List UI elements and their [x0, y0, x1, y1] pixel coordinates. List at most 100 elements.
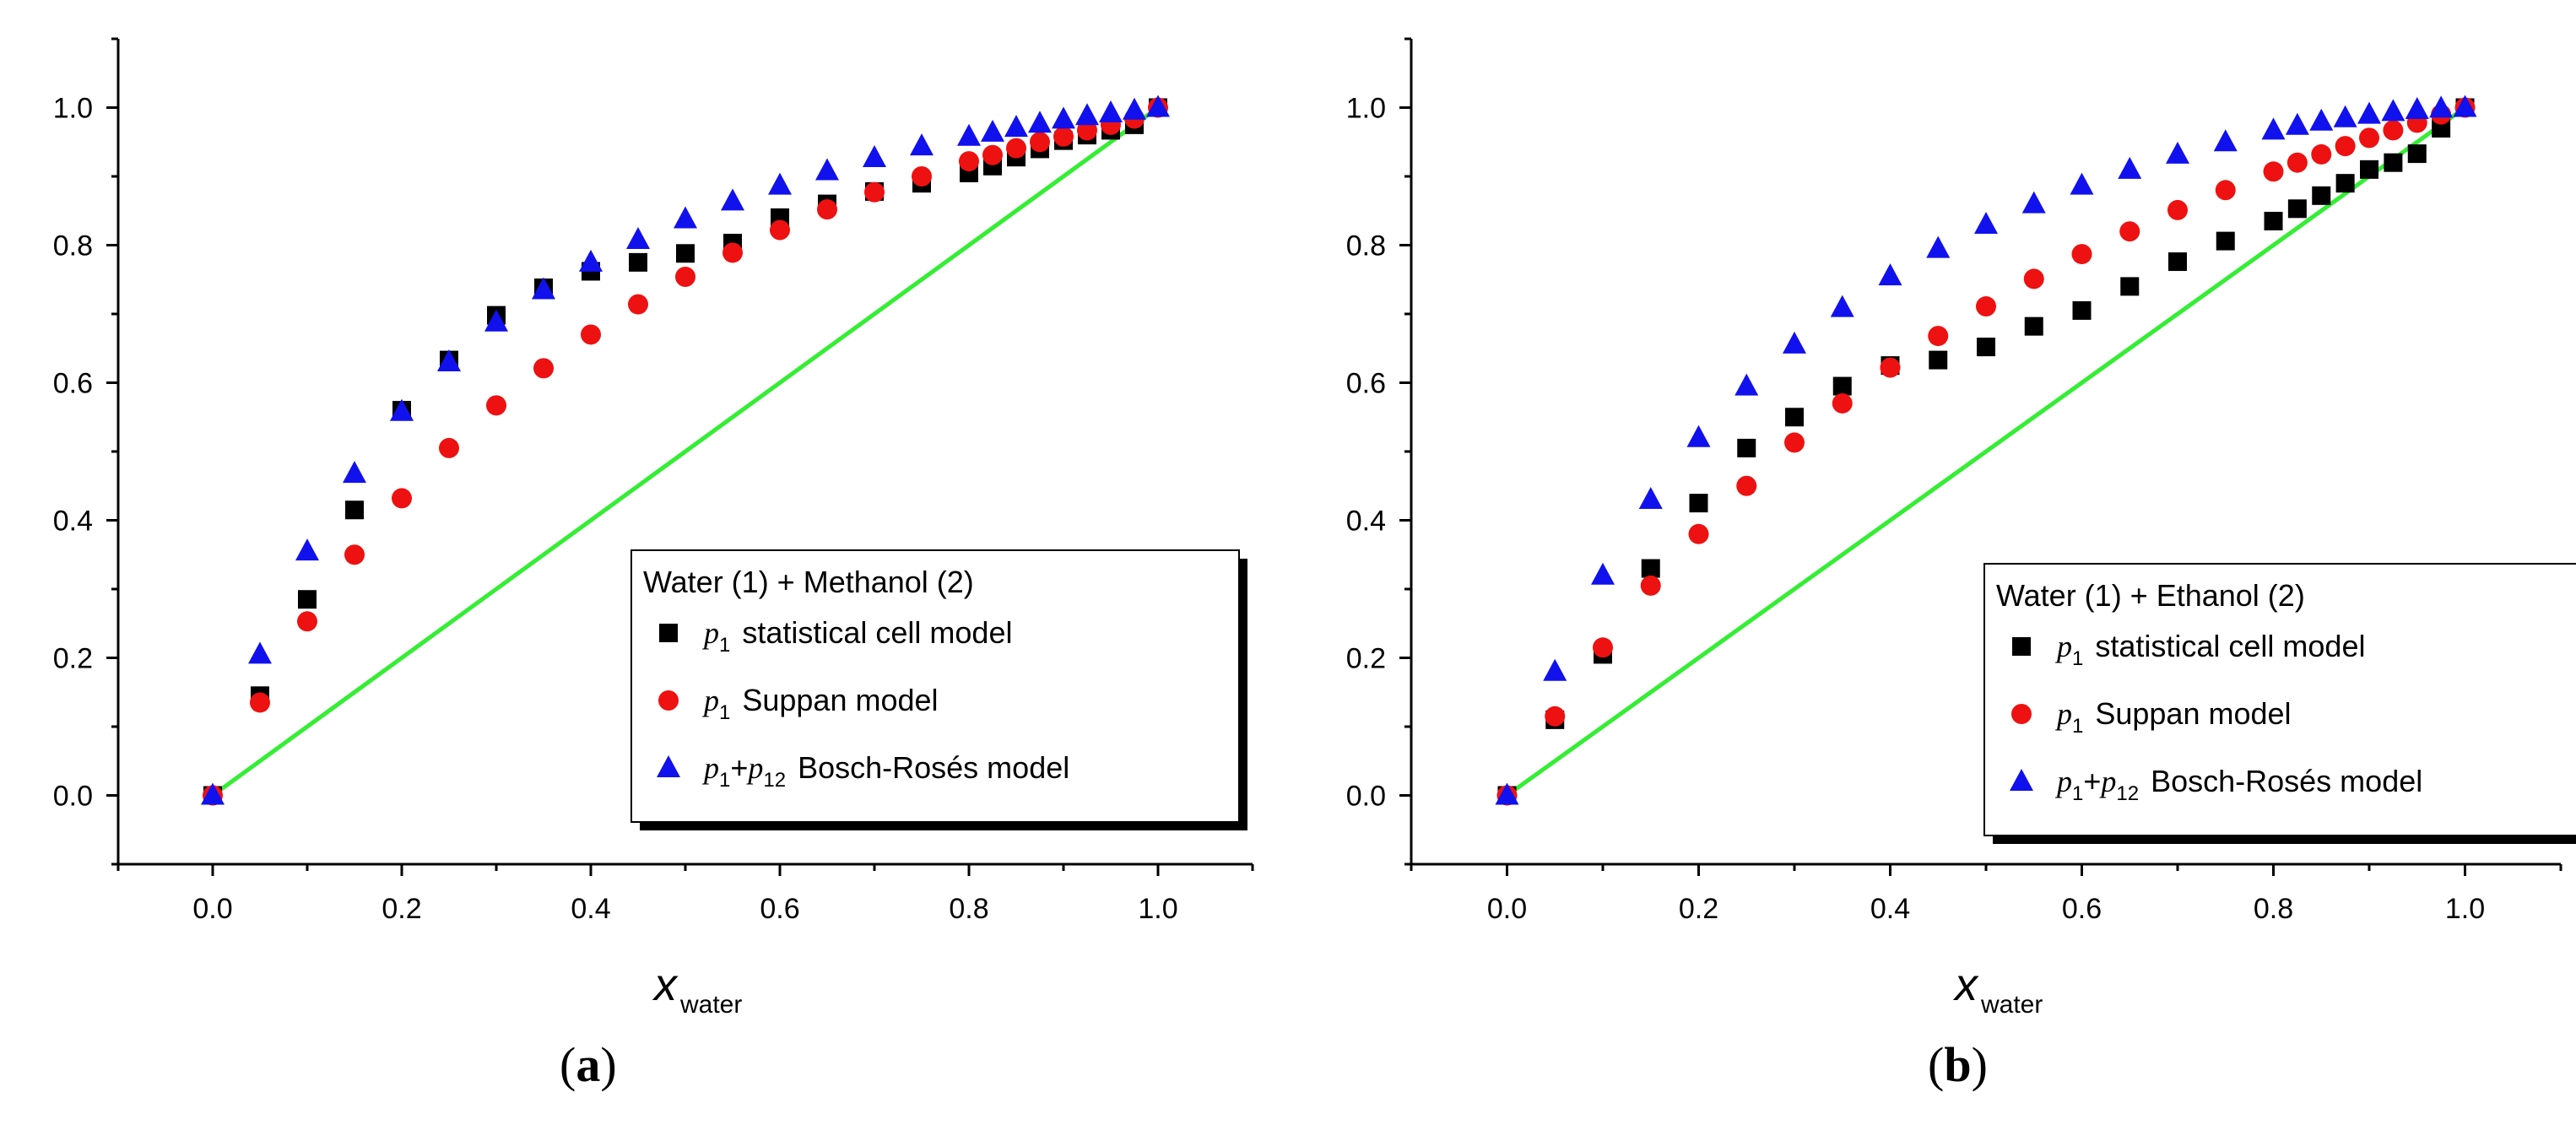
data-point-circle	[1880, 357, 1901, 378]
data-point-square	[676, 244, 695, 263]
data-point-circle	[250, 692, 270, 713]
data-point-circle	[959, 151, 979, 172]
data-point-square	[2120, 277, 2140, 296]
data-point-square	[1641, 559, 1660, 578]
legend: Water (1) + Ethanol (2)p1 statistical cel…	[1983, 563, 2576, 844]
x-tick-label: 0.4	[1870, 893, 1910, 925]
data-point-square	[2168, 252, 2187, 272]
legend-label: Bosch-Rosés model	[2151, 764, 2422, 798]
y-tick-label: 0.8	[1346, 230, 1386, 262]
data-point-square	[2072, 300, 2092, 320]
data-point-circle	[2215, 180, 2236, 201]
x-tick-label: 0.6	[760, 893, 799, 925]
legend-symbol: p	[2098, 765, 2116, 798]
data-point-square	[1689, 494, 1708, 513]
data-point-triangle	[1004, 115, 1028, 138]
data-point-circle	[1976, 296, 1996, 317]
legend-subscript: 1	[719, 634, 730, 657]
reference-line	[211, 105, 1160, 798]
data-point-triangle	[815, 158, 839, 181]
data-point-triangle	[626, 226, 650, 249]
data-point-triangle	[437, 349, 461, 372]
data-point-circle	[2023, 268, 2044, 289]
legend-plus: +	[2083, 764, 2101, 798]
legend-subscript: 12	[763, 769, 786, 792]
data-point-circle	[2335, 136, 2356, 157]
data-point-triangle	[1495, 782, 1519, 805]
data-point-circle	[486, 395, 506, 416]
x-tick-label: 0.4	[571, 893, 610, 925]
data-point-circle	[864, 181, 885, 203]
x-tick-label: 0.2	[382, 893, 421, 925]
y-tick-label: 0.8	[53, 230, 93, 262]
legend-symbol: p	[701, 684, 719, 717]
data-point-triangle	[1146, 95, 1170, 117]
data-point-circle	[1640, 575, 1661, 596]
legend-subscript: 12	[2116, 782, 2139, 805]
y-tick-label: 0.6	[53, 368, 93, 400]
data-point-square	[2384, 153, 2403, 172]
chart-a-svg: 0.0 0.2 0.4 0.6 0.8 1.0 0.0 0.2 0.4 0.6 0.8 1.0 x wat…	[53, 37, 1254, 1019]
data-point-triangle	[910, 133, 934, 156]
data-point-square	[1929, 350, 1948, 370]
legend-symbol: p	[2054, 765, 2072, 798]
legend-subscript: 1	[719, 769, 730, 792]
y-tick-label: 0.4	[1346, 506, 1386, 538]
data-point-circle	[439, 437, 459, 458]
data-point-circle	[1053, 126, 1074, 147]
data-point-triangle	[1123, 97, 1146, 120]
data-point-triangle	[2453, 95, 2477, 117]
legend-box	[1983, 563, 2576, 836]
data-point-square	[2216, 231, 2235, 251]
y-tick-label: 1.0	[53, 93, 93, 125]
data-point-circle	[1593, 637, 1613, 658]
y-tick-label: 1.0	[1346, 93, 1386, 125]
series-triangle	[1495, 95, 2477, 805]
caption-a: (a)	[560, 1037, 617, 1092]
legend-marker-square	[2012, 637, 2031, 656]
legend-subscript: 1	[719, 701, 730, 724]
data-point-circle	[1077, 120, 1097, 141]
data-point-circle	[675, 266, 695, 287]
series-triangle	[201, 95, 1170, 805]
legend-label: statistical cell model	[2095, 629, 2365, 663]
data-point-triangle	[721, 188, 744, 211]
data-point-square	[2360, 160, 2378, 179]
data-point-square	[2264, 211, 2283, 230]
data-point-square	[2287, 199, 2307, 219]
x-axis-label-sub: water	[679, 991, 742, 1019]
data-point-triangle	[2309, 108, 2334, 131]
legend-label: statistical cell model	[742, 615, 1012, 650]
y-tick-label: 0.0	[1346, 781, 1386, 813]
data-point-triangle	[674, 206, 697, 229]
data-point-triangle	[863, 144, 886, 167]
data-point-square	[1832, 376, 1852, 396]
legend-symbol: p	[2054, 697, 2072, 731]
legend-symbol: p	[745, 751, 763, 785]
data-point-triangle	[981, 119, 1004, 142]
data-point-square	[629, 252, 647, 272]
data-point-triangle	[1028, 111, 1052, 133]
data-point-triangle	[532, 277, 555, 300]
legend-entry-circle: p1 Suppan model	[701, 683, 939, 724]
data-point-triangle	[1543, 658, 1567, 681]
legend-plus: +	[730, 750, 748, 785]
x-axis-label: x	[1952, 960, 1979, 1010]
data-point-triangle	[2285, 112, 2309, 135]
x-axis-label: x	[652, 960, 679, 1010]
data-point-triangle	[248, 641, 272, 664]
legend-marker-circle	[658, 690, 679, 711]
chart-b-svg: 0.0 0.2 0.4 0.6 0.8 1.0 0.0 0.2 0.4 0.6 0.8 1.0 x wat…	[1346, 37, 2576, 1019]
x-tick-label: 0.8	[949, 893, 988, 925]
data-point-circle	[2311, 143, 2332, 165]
x-tick-label: 0.0	[1487, 893, 1527, 925]
legend: Water (1) + Methanol (2)p1 statistical ce…	[630, 549, 1247, 830]
legend-entry-square: p1 statistical cell model	[701, 615, 1012, 657]
data-point-circle	[1545, 706, 1566, 727]
data-point-triangle	[2166, 141, 2189, 164]
data-point-triangle	[201, 782, 225, 805]
data-point-triangle	[484, 309, 508, 332]
data-point-triangle	[2333, 105, 2357, 127]
data-point-circle	[1928, 326, 1949, 347]
legend-marker-triangle	[2010, 769, 2033, 791]
